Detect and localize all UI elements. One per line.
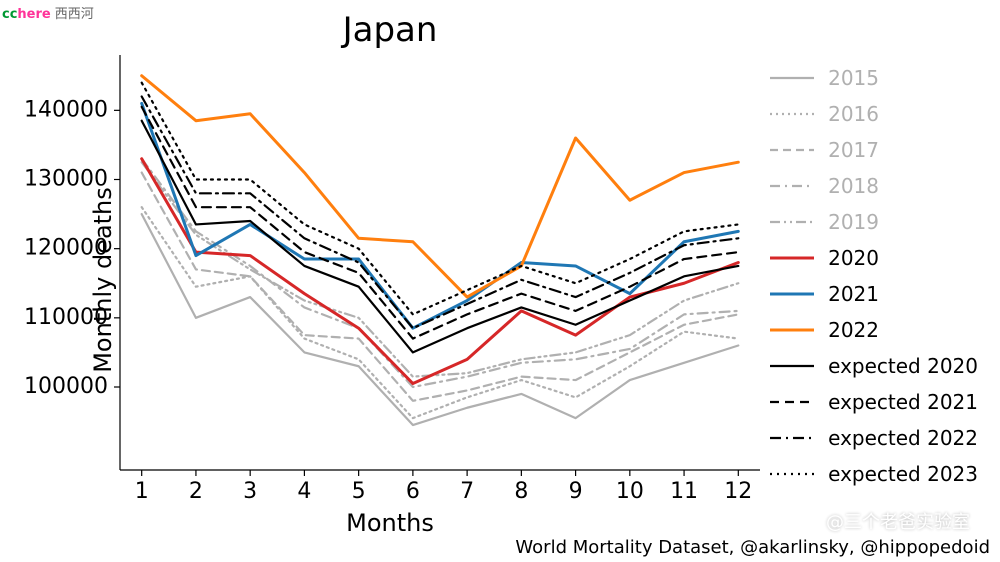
svg-text:11: 11 xyxy=(670,479,698,504)
legend-item-2016: 2016 xyxy=(768,96,978,132)
series-2016 xyxy=(142,207,739,418)
legend-item-expected 2020: expected 2020 xyxy=(768,348,978,384)
legend-item-2020: 2020 xyxy=(768,240,978,276)
legend-item-2021: 2021 xyxy=(768,276,978,312)
legend-item-expected 2022: expected 2022 xyxy=(768,420,978,456)
svg-text:120000: 120000 xyxy=(24,236,108,261)
svg-text:130000: 130000 xyxy=(24,167,108,192)
legend-label: 2022 xyxy=(828,318,879,342)
series-2021 xyxy=(142,103,739,328)
svg-text:140000: 140000 xyxy=(24,97,108,122)
svg-text:2: 2 xyxy=(189,479,203,504)
legend-label: expected 2020 xyxy=(828,354,978,378)
legend-label: 2015 xyxy=(828,66,879,90)
legend-label: 2020 xyxy=(828,246,879,270)
svg-text:8: 8 xyxy=(514,479,528,504)
legend-item-2022: 2022 xyxy=(768,312,978,348)
svg-text:12: 12 xyxy=(724,479,752,504)
legend-item-2018: 2018 xyxy=(768,168,978,204)
svg-text:3: 3 xyxy=(243,479,257,504)
legend-item-expected 2021: expected 2021 xyxy=(768,384,978,420)
legend-label: 2021 xyxy=(828,282,879,306)
legend-item-expected 2023: expected 2023 xyxy=(768,456,978,492)
svg-text:10: 10 xyxy=(616,479,644,504)
legend-label: expected 2023 xyxy=(828,462,978,486)
legend-label: expected 2021 xyxy=(828,390,978,414)
svg-text:1: 1 xyxy=(135,479,149,504)
legend-label: 2019 xyxy=(828,210,879,234)
legend-label: 2018 xyxy=(828,174,879,198)
legend-label: 2017 xyxy=(828,138,879,162)
svg-text:100000: 100000 xyxy=(24,374,108,399)
svg-text:5: 5 xyxy=(352,479,366,504)
svg-text:9: 9 xyxy=(569,479,583,504)
legend-item-2017: 2017 xyxy=(768,132,978,168)
series-2015 xyxy=(142,214,739,425)
legend: 2015 2016 2017 2018 2019 2020 2021 2022 expected… xyxy=(768,60,978,492)
legend-item-2015: 2015 xyxy=(768,60,978,96)
legend-item-2019: 2019 xyxy=(768,204,978,240)
svg-text:4: 4 xyxy=(297,479,311,504)
legend-label: expected 2022 xyxy=(828,426,978,450)
svg-text:110000: 110000 xyxy=(24,305,108,330)
svg-text:6: 6 xyxy=(406,479,420,504)
svg-text:7: 7 xyxy=(460,479,474,504)
legend-label: 2016 xyxy=(828,102,879,126)
